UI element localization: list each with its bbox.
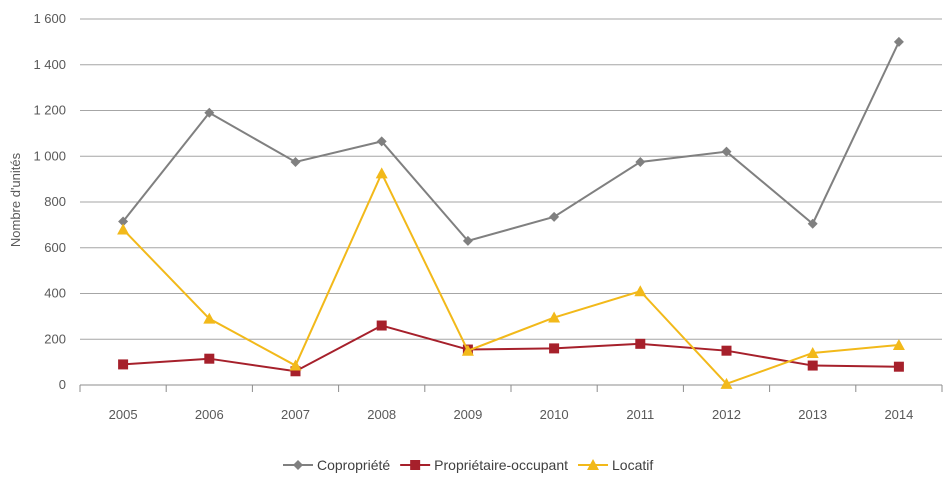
data-point: [892, 338, 905, 350]
y-tick-label: 800: [44, 194, 66, 209]
legend-label: Locatif: [612, 457, 653, 473]
y-tick-label: 1 200: [33, 103, 66, 118]
data-point: [462, 235, 473, 246]
y-tick-label: 600: [44, 240, 66, 255]
data-point: [376, 136, 387, 147]
x-tick-label: 2010: [540, 407, 569, 422]
x-tick-label: 2006: [195, 407, 224, 422]
data-point: [549, 343, 560, 354]
y-tick-label: 1 400: [33, 57, 66, 72]
series-2: [118, 320, 904, 377]
x-tick-label: 2011: [626, 407, 654, 422]
data-point: [118, 216, 129, 227]
gridlines: [80, 18, 942, 340]
data-point: [289, 359, 302, 371]
x-tick-label: 2012: [712, 407, 741, 422]
data-point: [634, 285, 647, 297]
y-axis-ticks: 0 200 400 600 800 1 000 1 200 1 400 1 600: [33, 11, 66, 392]
data-point: [635, 156, 646, 167]
data-point: [806, 346, 819, 358]
x-tick-label: 2005: [109, 407, 138, 422]
data-point: [461, 344, 474, 356]
legend-item: Copropriété: [283, 457, 390, 473]
data-point: [893, 36, 904, 47]
x-tick-label: 2007: [281, 407, 310, 422]
series-group: [117, 36, 905, 389]
data-point: [290, 156, 301, 167]
data-point: [117, 223, 130, 235]
data-point: [204, 353, 215, 364]
y-tick-label: 200: [44, 331, 66, 346]
y-tick-label: 0: [59, 377, 66, 392]
legend-item: Propriétaire-occupant: [400, 457, 568, 473]
series-line: [123, 324, 899, 373]
legend-marker: [587, 459, 600, 470]
data-point: [893, 361, 904, 372]
data-point: [204, 107, 215, 118]
series-line: [122, 171, 899, 386]
y-tick-label: 1 600: [33, 11, 66, 26]
series-line: [122, 41, 900, 243]
legend-label: Propriétaire-occupant: [434, 457, 568, 473]
legend: Copropriété Propriétaire-occupant Locatif: [283, 457, 653, 473]
legend-item: Locatif: [578, 457, 653, 473]
data-point: [203, 312, 216, 324]
data-point: [635, 338, 646, 349]
x-tick-label: 2009: [453, 407, 482, 422]
legend-label: Copropriété: [317, 457, 390, 473]
series-1: [118, 36, 904, 246]
data-point: [376, 320, 387, 331]
data-point: [548, 311, 561, 323]
x-tick-label: 2013: [798, 407, 827, 422]
x-tick-label: 2014: [884, 407, 913, 422]
y-tick-label: 1 000: [33, 148, 66, 163]
y-tick-label: 400: [44, 286, 66, 301]
legend-marker: [410, 460, 421, 470]
data-point: [549, 211, 560, 222]
series-3: [117, 167, 905, 389]
y-axis-label: Nombre d'unités: [8, 152, 23, 247]
data-point: [290, 366, 301, 377]
data-point: [720, 377, 733, 389]
data-point: [118, 359, 129, 370]
data-point: [375, 167, 388, 179]
data-point: [721, 345, 732, 356]
x-tick-label: 2008: [367, 407, 396, 422]
data-point: [807, 360, 818, 371]
data-point: [721, 146, 732, 157]
x-axis: 2005 2006 2007 2008 2009 2010 2011 2012 2013 2014: [79, 384, 943, 422]
data-point: [807, 218, 818, 229]
legend-marker: [293, 460, 303, 470]
